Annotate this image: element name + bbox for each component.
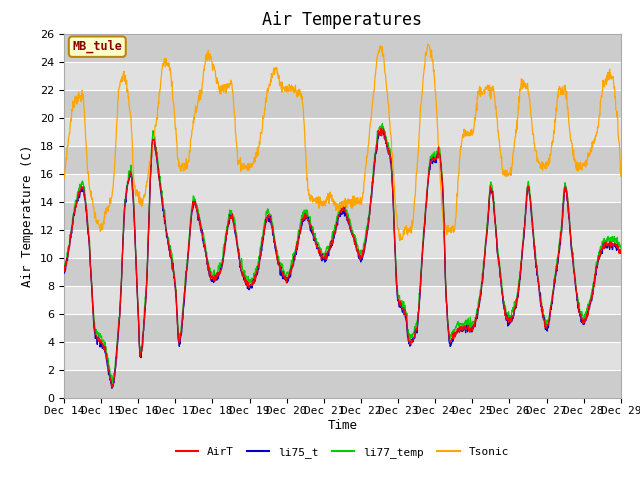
Bar [64,61,621,90]
Bar [64,286,621,314]
Bar [64,230,621,258]
Bar [64,118,621,146]
Bar [64,314,621,342]
Bar [64,202,621,230]
Bar [64,90,621,118]
Bar [64,258,621,286]
Bar [64,371,621,398]
Y-axis label: Air Temperature (C): Air Temperature (C) [22,145,35,287]
Text: MB_tule: MB_tule [72,40,122,53]
X-axis label: Time: Time [328,419,357,432]
Bar [64,146,621,174]
Title: Air Temperatures: Air Temperatures [262,11,422,29]
Legend: AirT, li75_t, li77_temp, Tsonic: AirT, li75_t, li77_temp, Tsonic [172,443,513,462]
Bar [64,342,621,371]
Bar [64,174,621,202]
Bar [64,34,621,61]
